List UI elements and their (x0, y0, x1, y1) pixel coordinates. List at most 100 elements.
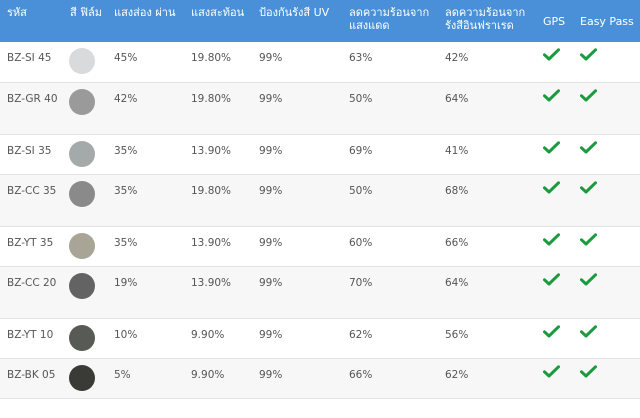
film-color-swatch (69, 232, 95, 259)
check-icon (543, 180, 569, 198)
check-icon (543, 232, 569, 250)
uv-cell: 99% (259, 276, 283, 289)
film-color-swatch (69, 88, 95, 115)
reflection-cell: 13.90% (191, 276, 232, 289)
header-gps: GPS (543, 14, 566, 28)
film-color-swatch (69, 48, 95, 74)
check-icon (580, 364, 636, 382)
easy-pass-cell (573, 174, 640, 226)
easy-pass-cell (573, 134, 640, 174)
heat-sunlight-cell: 70% (349, 276, 373, 289)
heat-infrared-cell: 56% (445, 328, 469, 341)
table-row: BZ-CC 20 19% 13.90% 99% 70% 64% (0, 266, 640, 318)
easy-pass-cell (573, 318, 640, 358)
code-cell: BZ-YT 35 (7, 236, 54, 249)
heat-sunlight-cell: 50% (349, 184, 373, 197)
heat-infrared-cell: 62% (445, 368, 469, 381)
header-film-color: สี ฟิล์ม (70, 6, 102, 19)
swatch-cell (63, 226, 107, 266)
film-color-swatch (69, 364, 95, 391)
uv-cell: 99% (259, 52, 283, 64)
transmission-cell: 35% (114, 144, 138, 157)
reflection-cell: 19.80% (191, 92, 232, 105)
easy-pass-cell (573, 358, 640, 398)
check-icon (580, 140, 636, 158)
film-color-swatch (69, 324, 95, 351)
header-easy-pass: Easy Pass (580, 14, 634, 28)
film-color-swatch (69, 180, 95, 207)
gps-cell (536, 318, 573, 358)
swatch-cell (63, 266, 107, 318)
heat-infrared-cell: 64% (445, 92, 469, 105)
header-light-transmission: แสงส่อง ผ่าน (114, 6, 176, 19)
uv-cell: 99% (259, 92, 283, 105)
swatch-cell (63, 318, 107, 358)
swatch-cell (63, 82, 107, 134)
check-icon (580, 88, 636, 106)
gps-cell (536, 266, 573, 318)
code-cell: BZ-GR 40 (7, 92, 58, 105)
transmission-cell: 19% (114, 276, 138, 289)
easy-pass-cell (573, 266, 640, 318)
gps-cell (536, 42, 573, 82)
table-row: BZ-BK 05 5% 9.90% 99% 66% 62% (0, 358, 640, 398)
code-cell: BZ-CC 20 (7, 276, 57, 289)
gps-cell (536, 174, 573, 226)
reflection-cell: 13.90% (191, 236, 232, 249)
gps-cell (536, 358, 573, 398)
heat-sunlight-cell: 63% (349, 52, 373, 64)
check-icon (543, 324, 569, 342)
transmission-cell: 35% (114, 236, 138, 249)
table-row: BZ-SI 35 35% 13.90% 99% 69% 41% (0, 134, 640, 174)
uv-cell: 99% (259, 236, 283, 249)
check-icon (580, 232, 636, 250)
reflection-cell: 9.90% (191, 368, 225, 381)
code-cell: BZ-SI 35 (7, 144, 52, 157)
reflection-cell: 9.90% (191, 328, 225, 341)
table-row: BZ-GR 40 42% 19.80% 99% 50% 64% (0, 82, 640, 134)
check-icon (543, 364, 569, 382)
header-light-reflection: แสงสะท้อน (191, 6, 245, 19)
easy-pass-cell (573, 42, 640, 82)
code-cell: BZ-CC 35 (7, 184, 57, 197)
table-body: BZ-SI 45 45% 19.80% 99% 63% 42% BZ-GR 40 42% 19.… (0, 42, 640, 398)
transmission-cell: 10% (114, 328, 138, 341)
header-row: รหัส สี ฟิล์ม แสงส่อง ผ่าน แสงสะท้อน ป้อ… (0, 0, 640, 42)
heat-infrared-cell: 68% (445, 184, 469, 197)
swatch-cell (63, 42, 107, 82)
reflection-cell: 19.80% (191, 184, 232, 197)
code-cell: BZ-YT 10 (7, 328, 54, 341)
heat-infrared-cell: 42% (445, 52, 469, 64)
film-spec-table: รหัส สี ฟิล์ม แสงส่อง ผ่าน แสงสะท้อน ป้อ… (0, 0, 640, 398)
check-icon (543, 272, 569, 290)
check-icon (543, 140, 569, 158)
header-heat-reduction-infrared: ลดความร้อนจาก รังสีอินฟราเรด (445, 6, 526, 32)
heat-sunlight-cell: 66% (349, 368, 373, 381)
gps-cell (536, 134, 573, 174)
uv-cell: 99% (259, 328, 283, 341)
reflection-cell: 19.80% (191, 52, 232, 64)
code-cell: BZ-SI 45 (7, 52, 52, 64)
easy-pass-cell (573, 226, 640, 266)
check-icon (580, 48, 636, 65)
table-row: BZ-CC 35 35% 19.80% 99% 50% 68% (0, 174, 640, 226)
check-icon (580, 180, 636, 198)
table-row: BZ-SI 45 45% 19.80% 99% 63% 42% (0, 42, 640, 82)
header-uv-protection: ป้องกันรังสี UV (259, 6, 330, 19)
transmission-cell: 35% (114, 184, 138, 197)
check-icon (543, 48, 569, 65)
gps-cell (536, 226, 573, 266)
film-color-swatch (69, 272, 95, 299)
check-icon (580, 324, 636, 342)
uv-cell: 99% (259, 184, 283, 197)
uv-cell: 99% (259, 368, 283, 381)
heat-sunlight-cell: 69% (349, 144, 373, 157)
swatch-cell (63, 174, 107, 226)
heat-sunlight-cell: 50% (349, 92, 373, 105)
heat-sunlight-cell: 62% (349, 328, 373, 341)
header-heat-reduction-sunlight: ลดความร้อนจาก แสงแดด (349, 6, 430, 32)
table-row: BZ-YT 10 10% 9.90% 99% 62% 56% (0, 318, 640, 358)
header-code: รหัส (7, 6, 27, 19)
transmission-cell: 45% (114, 52, 138, 64)
heat-infrared-cell: 64% (445, 276, 469, 289)
